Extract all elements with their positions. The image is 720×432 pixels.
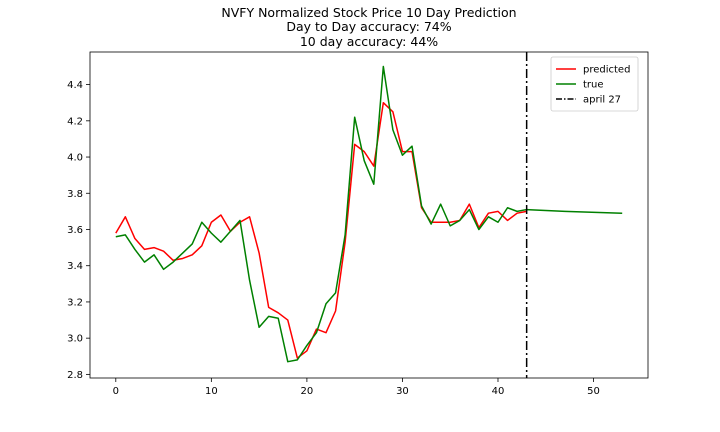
series-line-true xyxy=(115,65,623,363)
y-tick-label: 3.2 xyxy=(67,297,83,308)
x-tick-label: 30 xyxy=(396,386,409,397)
y-tick-label: 3.4 xyxy=(67,261,83,272)
chart-title-line-2: Day to Day accuracy: 74% xyxy=(286,19,451,34)
axes-frame xyxy=(89,51,649,379)
y-tick-label: 4.4 xyxy=(67,80,83,91)
y-tick-label: 3.8 xyxy=(67,189,83,200)
x-tick-label: 10 xyxy=(205,386,218,397)
chart-title-line-1: NVFY Normalized Stock Price 10 Day Predi… xyxy=(221,5,516,20)
y-tick-label: 4.2 xyxy=(67,116,83,127)
y-tick-label: 4.0 xyxy=(67,153,83,164)
legend-box xyxy=(550,56,639,112)
legend-label-true: true xyxy=(583,80,604,91)
y-tick-label: 3.0 xyxy=(67,334,83,345)
x-tick-label: 0 xyxy=(113,386,119,397)
chart-title: NVFY Normalized Stock Price 10 Day Predi… xyxy=(221,5,516,49)
legend: predicted true april 27 xyxy=(550,56,639,112)
y-tick-label: 3.6 xyxy=(67,225,83,236)
plot-area: 0 10 20 30 40 50 2.8 3.0 3.2 3.4 3.6 3.8 4.0 4.2 4.4 pr… xyxy=(67,51,649,397)
chart-title-line-3: 10 day accuracy: 44% xyxy=(300,34,438,49)
x-tick-label: 40 xyxy=(492,386,505,397)
legend-label-april-27: april 27 xyxy=(583,95,621,106)
legend-label-predicted: predicted xyxy=(583,65,630,76)
x-tick-label: 50 xyxy=(587,386,600,397)
y-tick-label: 2.8 xyxy=(67,370,83,381)
x-tick-label: 20 xyxy=(301,386,314,397)
